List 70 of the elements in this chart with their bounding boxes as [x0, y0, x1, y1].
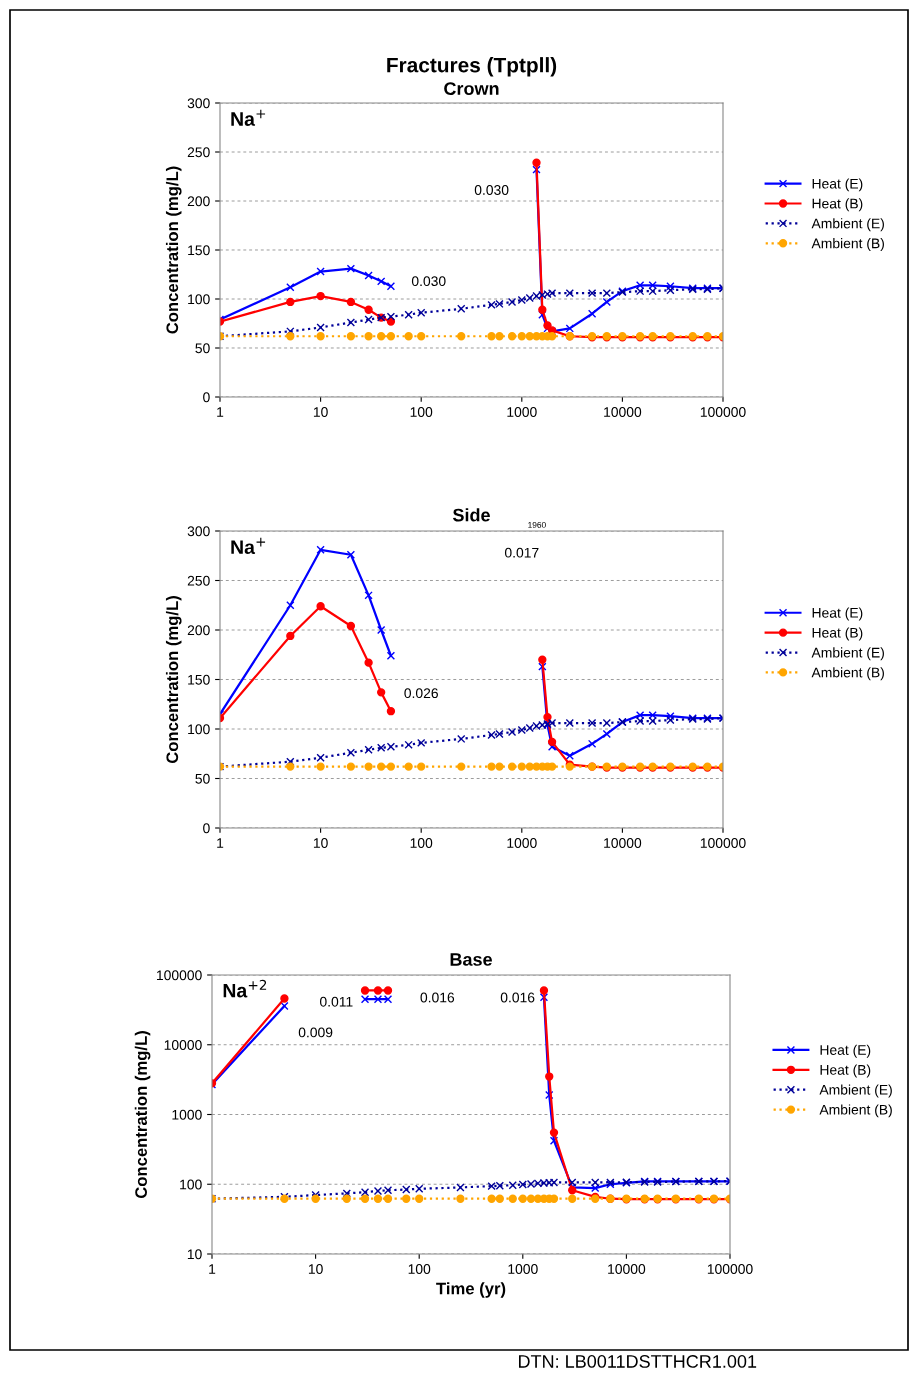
x-tick-label: 100: [410, 407, 433, 417]
x-tick-label: 10: [313, 838, 328, 848]
y-tick-label: 100: [180, 1179, 202, 1190]
y-tick-label: 0: [203, 392, 210, 403]
chart-title: Fractures (Tptpll): [387, 57, 557, 77]
chart-subtitle: Crown: [444, 82, 499, 96]
annotation: Na$^{+2}$: [223, 979, 267, 998]
x-tick-label: 100000: [707, 1264, 753, 1274]
y-tick-label: 250: [187, 147, 210, 158]
x-axis-title: Time (yr): [436, 1282, 506, 1298]
x-tick-label: 100000: [700, 407, 746, 417]
chart-title: Side: [452, 508, 490, 522]
y-axis-title: Concentration (mg/L): [165, 166, 182, 334]
annotation: 0.030: [474, 185, 509, 195]
chart-title: Base: [450, 953, 492, 966]
y-tick-label: 200: [187, 196, 210, 207]
x-tick-label: 1000: [507, 407, 537, 417]
annotation: Na$^{+}$: [231, 537, 266, 555]
annotation: 0.016: [500, 992, 535, 1003]
x-tick-label: 1: [217, 407, 224, 417]
y-tick-label: 10: [187, 1249, 202, 1260]
y-tick-label: 50: [195, 773, 210, 784]
y-tick-label: 100: [188, 294, 210, 305]
x-tick-label: 1000: [508, 1264, 538, 1274]
x-tick-label: 10000: [604, 407, 642, 417]
annotation: 0.009: [298, 1027, 333, 1038]
text: DTN: LB0011DSTTHCR1.001: [518, 1355, 757, 1368]
legend-label: Ambient (B): [819, 1104, 892, 1118]
y-tick-label: 100000: [157, 970, 202, 981]
x-tick-label: 1: [217, 838, 224, 848]
y-tick-label: 0: [203, 823, 210, 834]
x-tick-label: 10: [308, 1264, 323, 1274]
y-tick-label: 1000: [172, 1109, 202, 1120]
annotation: 0.011: [320, 996, 353, 1007]
x-tick-label: 10000: [604, 838, 642, 848]
y-tick-label: 50: [195, 343, 210, 354]
y-axis-title: Concentration (mg/L): [165, 596, 182, 764]
y-tick-label: 150: [188, 245, 210, 256]
legend-label: Heat (B): [820, 1064, 871, 1078]
annotation: 0.017: [504, 547, 539, 558]
y-tick-label: 10000: [164, 1040, 202, 1050]
y-tick-label: 300: [187, 526, 210, 537]
legend-label: Heat (B): [812, 627, 863, 641]
annotation: 0.016: [420, 992, 455, 1003]
legend-label: Ambient (E): [811, 647, 884, 661]
y-tick-label: 200: [187, 625, 210, 636]
legend-label: Heat (E): [812, 178, 863, 192]
legend-label: Ambient (B): [811, 667, 884, 681]
x-tick-label: 100000: [700, 838, 746, 848]
y-axis-title: Concentration (mg/L): [134, 1031, 151, 1199]
legend-label: Ambient (E): [819, 1084, 892, 1098]
legend-label: Heat (B): [812, 198, 863, 212]
legend-label: Ambient (E): [811, 218, 884, 232]
x-tick-label: 10: [313, 407, 328, 417]
y-tick-label: 250: [187, 575, 210, 586]
y-tick-label: 100: [188, 724, 210, 735]
y-tick-label: 300: [187, 98, 210, 109]
text: 1960: [528, 521, 546, 528]
legend-label: Heat (E): [820, 1044, 871, 1058]
x-tick-label: 100: [408, 1264, 431, 1274]
x-tick-label: 10000: [608, 1264, 646, 1274]
annotation: 0.026: [404, 688, 438, 699]
x-tick-label: 1000: [507, 838, 537, 848]
x-tick-label: 100: [410, 838, 433, 848]
x-tick-label: 1: [209, 1264, 216, 1274]
annotation: 0.030: [411, 276, 446, 287]
legend-label: Ambient (B): [811, 238, 884, 252]
legend-label: Heat (E): [812, 607, 863, 621]
y-tick-label: 150: [188, 674, 210, 685]
annotation: Na$^{+}$: [231, 109, 266, 126]
